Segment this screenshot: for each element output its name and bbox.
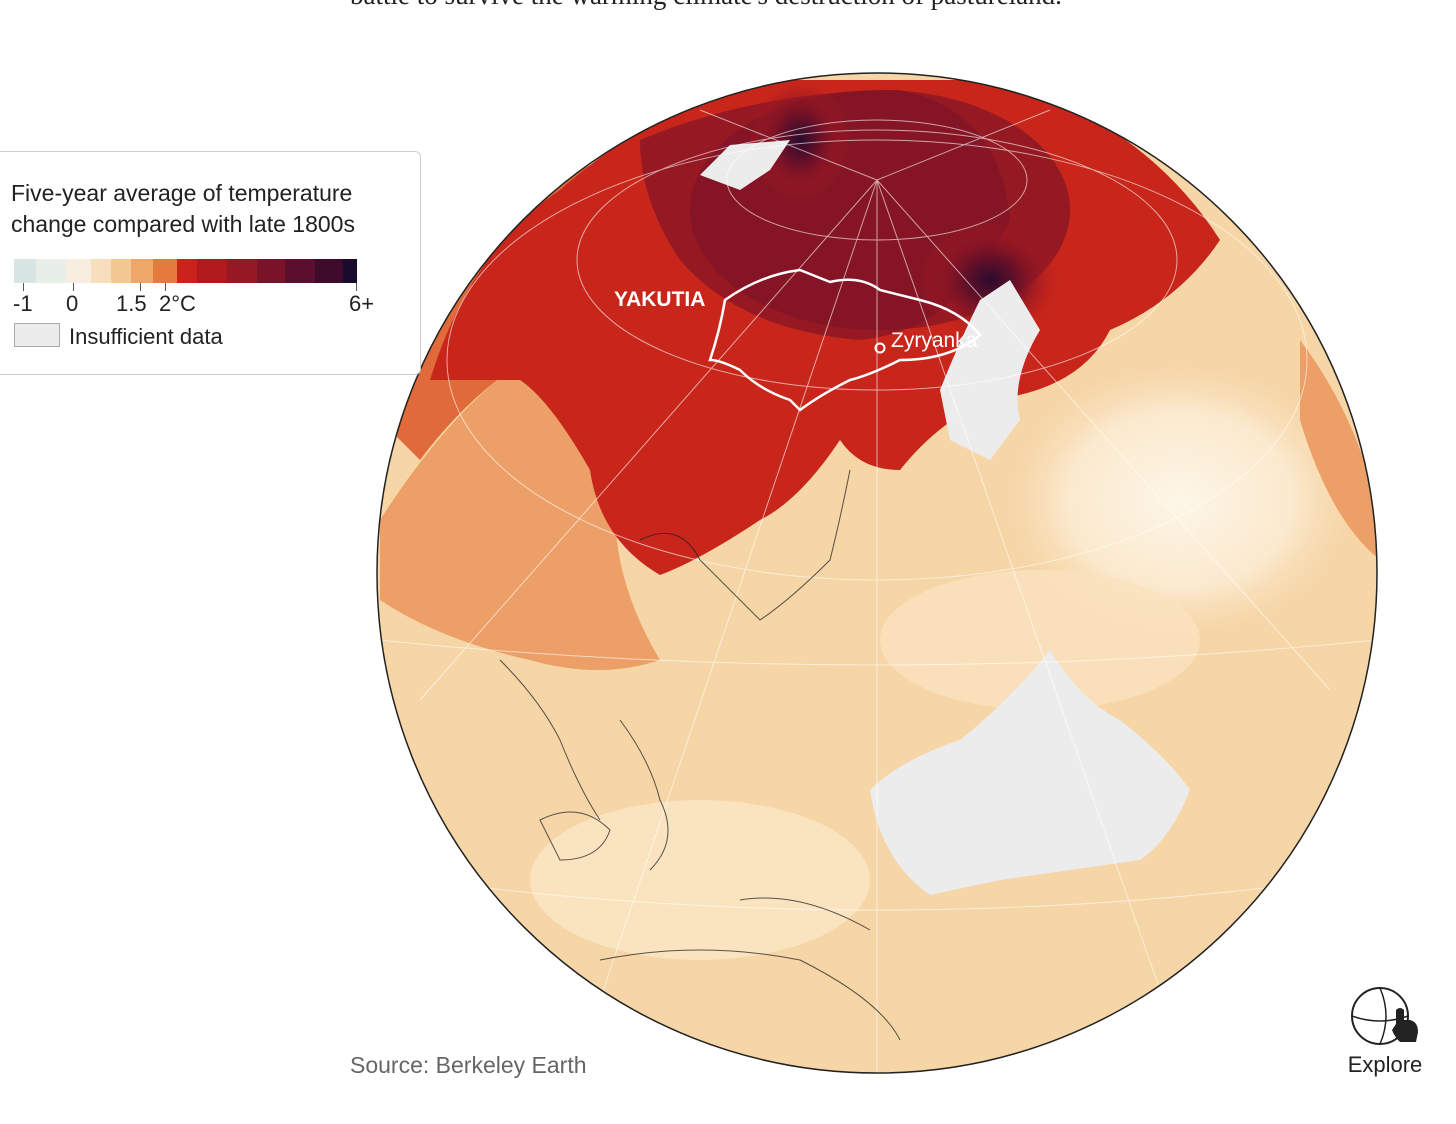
tick-mark — [165, 283, 166, 291]
tick-mark — [73, 283, 74, 291]
legend-title-line1: Five-year average of temperature — [11, 180, 353, 206]
globe-hand-icon — [1351, 987, 1418, 1045]
legend-box: Five-year average of temperature change … — [0, 151, 421, 375]
scale-swatch — [153, 259, 177, 283]
tick-label-0: 0 — [66, 291, 79, 316]
nodata-alaska — [940, 280, 1040, 460]
scale-swatch — [36, 259, 66, 283]
scale-swatch — [285, 259, 315, 283]
scale-swatch — [131, 259, 153, 283]
graticule — [377, 109, 1377, 1073]
nodata-swatch — [14, 323, 60, 347]
tick-label-6plus: 6+ — [349, 291, 375, 316]
scale-swatch — [177, 259, 197, 283]
nodata-greenland — [700, 140, 790, 190]
scale-swatch — [91, 259, 111, 283]
zyryanka-label: Zyryanka — [891, 329, 978, 352]
yakutia-outline — [708, 268, 982, 412]
coastlines — [499, 469, 901, 1041]
legend-title: Five-year average of temperature change … — [11, 178, 411, 240]
tick-mark — [23, 283, 24, 291]
scale-swatch — [343, 259, 357, 283]
tick-label-neg1: -1 — [13, 291, 33, 316]
source-credit: Source: Berkeley Earth — [350, 1052, 587, 1078]
globe-rim — [376, 72, 1378, 1074]
legend-title-line2: change compared with late 1800s — [11, 211, 355, 237]
scale-swatch — [111, 259, 131, 283]
scale-swatch — [227, 259, 257, 283]
nodata-label: Insufficient data — [69, 324, 223, 349]
color-scale — [14, 259, 357, 283]
scale-swatch — [66, 259, 91, 283]
yakutia-label: YAKUTIA — [614, 288, 705, 311]
scale-swatch — [257, 259, 285, 283]
explore-label: Explore — [1347, 1052, 1423, 1077]
zyryanka-marker — [874, 342, 886, 354]
scale-swatch — [14, 259, 36, 283]
scale-swatch — [315, 259, 343, 283]
nodata-australia-region — [870, 650, 1190, 895]
tick-mark — [356, 283, 357, 291]
intro-text: battle to survive the warming climate's … — [350, 0, 1310, 20]
tick-label-1-5: 1.5 — [116, 291, 147, 316]
explore-button[interactable]: Explore — [1340, 980, 1430, 1090]
scale-swatch — [197, 259, 227, 283]
tick-mark — [140, 283, 141, 291]
globe-surface — [377, 73, 1377, 1073]
tick-label-2: 2°C — [159, 291, 196, 316]
